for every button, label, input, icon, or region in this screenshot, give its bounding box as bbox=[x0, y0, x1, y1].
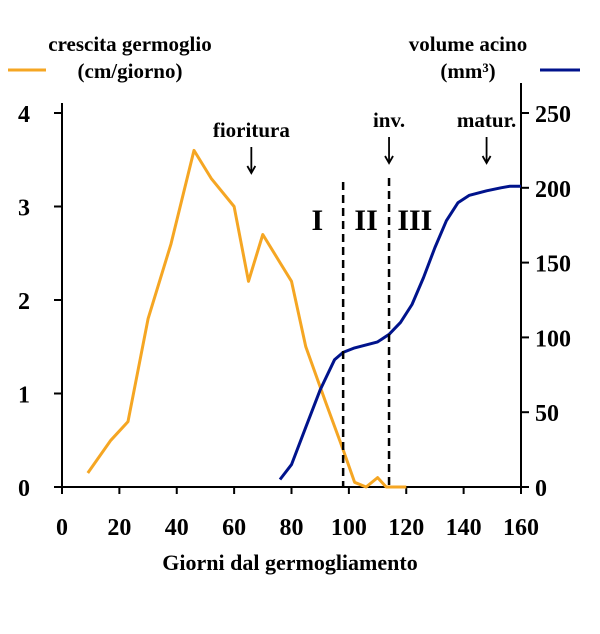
berry-volume-line bbox=[278, 184, 521, 481]
right-y-tick-label: 200 bbox=[535, 177, 571, 203]
left-y-tick-label: 0 bbox=[18, 476, 30, 502]
x-tick-label: 140 bbox=[446, 515, 482, 541]
phase-label: III bbox=[397, 204, 432, 237]
left-y-tick-label: 4 bbox=[18, 102, 30, 128]
right-y-tick-label: 100 bbox=[535, 326, 571, 352]
right-y-tick-label: 0 bbox=[535, 476, 547, 502]
annotation-arrow-head bbox=[246, 165, 257, 175]
annotation-label: matur. bbox=[457, 108, 516, 132]
x-tick-label: 160 bbox=[503, 515, 539, 541]
right-y-tick-label: 250 bbox=[535, 102, 571, 128]
x-tick-label: 40 bbox=[165, 515, 189, 541]
right-axis-label-line1: volume acino bbox=[409, 32, 527, 56]
left-y-tick-label: 1 bbox=[18, 383, 30, 409]
right-y-tick-label: 150 bbox=[535, 252, 571, 278]
x-tick-label: 100 bbox=[331, 515, 367, 541]
x-tick-label: 60 bbox=[222, 515, 246, 541]
left-axis-label-line2: (cm/giorno) bbox=[78, 59, 183, 83]
x-tick-label: 120 bbox=[388, 515, 424, 541]
shoot-growth-line bbox=[86, 148, 407, 489]
annotation-label: fioritura bbox=[213, 118, 290, 142]
left-axis-label-line1: crescita germoglio bbox=[48, 32, 211, 56]
annotation-arrow-head bbox=[481, 155, 492, 165]
phase-label: I bbox=[311, 204, 323, 237]
left-y-tick-label: 2 bbox=[18, 289, 30, 315]
right-y-tick-label: 50 bbox=[535, 401, 559, 427]
series-layer bbox=[86, 148, 521, 489]
annotation-label: inv. bbox=[373, 108, 405, 132]
x-tick-label: 20 bbox=[107, 515, 131, 541]
annotation-arrow-head bbox=[384, 155, 394, 165]
phase-label: II bbox=[354, 204, 377, 237]
x-tick-label: 80 bbox=[280, 515, 304, 541]
left-y-tick-label: 3 bbox=[18, 196, 30, 222]
x-axis-label: Giorni dal germogliamento bbox=[162, 550, 417, 575]
x-tick-label: 0 bbox=[56, 515, 68, 541]
right-axis-label-line2: (mm³) bbox=[440, 59, 495, 83]
